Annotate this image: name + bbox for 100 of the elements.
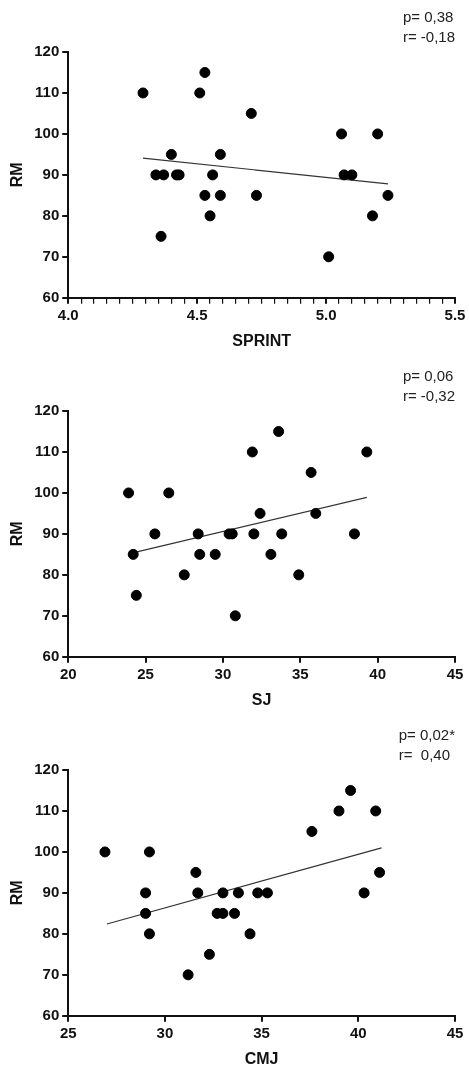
point [323,251,335,263]
point [358,887,370,899]
x-tick-label: 45 [446,1023,464,1041]
y-tick-label: 120 [34,760,60,778]
text: r= 0,40 [398,746,450,763]
x-tick-label: 25 [59,1023,77,1041]
x-tick-label: 30 [214,664,232,682]
point [214,189,226,201]
point [244,928,256,940]
point [149,528,161,540]
point [123,487,135,499]
y-tick-label: 60 [42,646,60,664]
y-tick-label: 90 [42,883,60,901]
point [194,87,206,99]
point [366,210,378,222]
point [261,887,273,899]
y-tick-label: 80 [42,206,60,224]
point [217,887,229,899]
y-tick-label: 90 [42,165,60,183]
point [370,805,382,817]
point [137,87,149,99]
point [207,169,219,181]
y-axis-title: RM [8,162,26,188]
x-tick-label: 25 [137,664,154,682]
x-tick-label: 30 [156,1023,174,1041]
y-tick-label: 60 [42,1005,60,1023]
point [203,948,215,960]
point [372,128,384,140]
point [306,825,318,837]
point [192,528,204,540]
point [209,548,221,560]
point [254,507,266,519]
point [199,189,211,201]
y-tick-label: 100 [34,124,60,142]
x-tick-label: 40 [349,1023,367,1041]
point [127,548,139,560]
y-tick-label: 70 [42,246,60,264]
point [382,189,394,201]
point [361,446,373,458]
x-axis-title: CMJ [244,1049,279,1067]
point [273,425,285,437]
point [305,466,317,478]
point [246,446,258,458]
point [310,507,322,519]
point [165,148,177,160]
text: p= 0,38 [402,8,454,25]
point [229,907,241,919]
text: p= 0,02* [398,726,456,743]
y-tick-label: 100 [34,483,60,501]
point [163,487,175,499]
y-tick-label: 110 [35,442,60,460]
x-axis-title: SPRINT [232,331,292,349]
y-tick-label: 70 [42,964,60,982]
point [178,569,190,581]
point [333,805,345,817]
x-tick-label: 4.0 [57,305,79,323]
text: r= -0,32 [402,387,456,404]
point [248,528,260,540]
y-tick-label: 80 [42,924,60,942]
y-tick-label: 60 [42,287,60,305]
point [293,569,305,581]
y-tick-label: 110 [35,83,60,101]
point [345,784,357,796]
point [190,866,202,878]
x-tick-label: 40 [369,664,386,682]
point [194,548,206,560]
x-axis-title: SJ [251,690,272,708]
point [348,528,360,540]
x-tick-label: 35 [253,1023,270,1041]
y-axis-title: RM [8,521,26,547]
x-tick-label: 5.0 [315,305,337,323]
y-tick-label: 100 [34,842,60,860]
point [204,210,216,222]
y-tick-label: 120 [34,401,60,419]
point [245,107,257,119]
point [140,887,152,899]
y-tick-label: 90 [42,524,60,542]
point [276,528,288,540]
point [199,66,211,78]
point [265,548,277,560]
point [143,928,155,940]
y-tick-label: 80 [42,565,60,583]
y-axis-title: RM [8,880,26,906]
point [229,610,241,622]
point [252,887,264,899]
point [214,148,226,160]
point [336,128,348,140]
point [140,907,152,919]
point [158,169,170,181]
y-tick-label: 120 [34,42,60,60]
x-tick-label: 20 [59,664,77,682]
point [99,846,111,858]
x-tick-label: 4.5 [186,305,208,323]
point [130,589,142,601]
y-tick-label: 70 [42,605,60,623]
point [143,846,155,858]
point [182,969,194,981]
point [250,189,262,201]
y-tick-label: 110 [35,801,60,819]
point [155,230,167,242]
